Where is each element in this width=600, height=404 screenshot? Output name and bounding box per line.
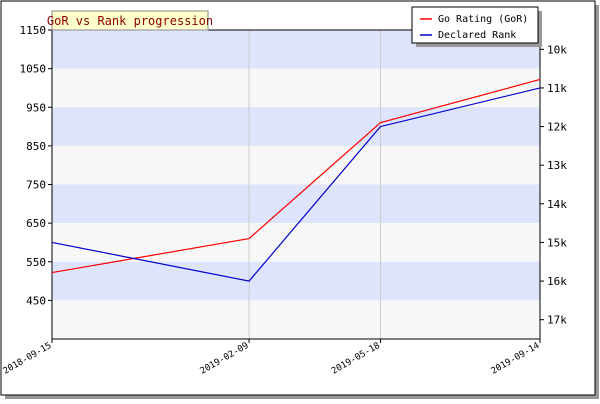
y2-axis: 10k 11k 12k 13k 14k 15k 16k 17k (540, 43, 567, 327)
y2-tick-label: 17k (547, 314, 567, 327)
series-line-rank (51, 87, 541, 282)
plot-bands (52, 30, 540, 339)
y-tick-label: 650 (26, 217, 46, 230)
y2-tick-label: 15k (547, 236, 567, 249)
plot-band (52, 223, 540, 262)
y-tick-label: 850 (26, 140, 46, 153)
y-tick-label: 450 (26, 294, 46, 307)
y-tick-label: 1050 (20, 63, 47, 76)
y-axis: 1150 1050 950 850 750 650 550 450 (20, 24, 52, 307)
plot-band (52, 261, 540, 301)
legend-label-gor: Go Rating (GoR) (438, 14, 528, 25)
plot-band (52, 107, 540, 146)
series-line-gor (51, 78, 541, 274)
chart-title: GoR vs Rank progression (47, 14, 213, 28)
y-tick-label: 550 (26, 256, 46, 269)
y2-tick-label: 10k (547, 43, 567, 56)
y2-tick-label: 14k (547, 198, 567, 211)
plot-band (52, 184, 540, 224)
y2-tick-label: 12k (547, 121, 567, 134)
legend-label-rank: Declared Rank (438, 30, 516, 41)
series-lines (51, 78, 541, 282)
y2-tick-label: 11k (547, 82, 567, 95)
plot-band (52, 68, 540, 108)
y2-tick-label: 13k (547, 159, 567, 172)
y-tick-label: 750 (26, 179, 46, 192)
y-tick-label: 950 (26, 101, 46, 114)
y-tick-label: 1150 (20, 24, 47, 37)
legend: Go Rating (GoR) Declared Rank (411, 6, 542, 47)
plot-band (52, 145, 540, 185)
chart-title-box: GoR vs Rank progression (47, 10, 213, 31)
plot-band (52, 300, 540, 339)
y2-tick-label: 16k (547, 275, 567, 288)
